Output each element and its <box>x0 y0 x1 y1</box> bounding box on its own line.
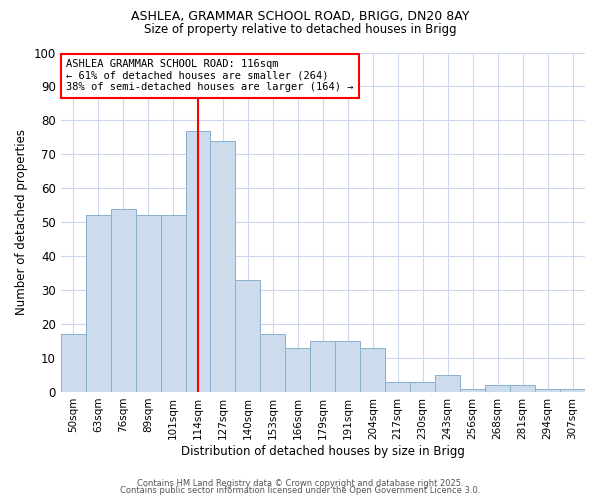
Bar <box>410 382 435 392</box>
Bar <box>560 388 585 392</box>
Bar <box>110 208 136 392</box>
Bar <box>460 388 485 392</box>
Bar <box>260 334 286 392</box>
Bar <box>485 385 510 392</box>
Bar <box>211 141 235 392</box>
Bar <box>535 388 560 392</box>
Bar <box>136 216 161 392</box>
Bar <box>435 375 460 392</box>
Bar <box>335 341 360 392</box>
Text: Contains HM Land Registry data © Crown copyright and database right 2025.: Contains HM Land Registry data © Crown c… <box>137 478 463 488</box>
Bar <box>510 385 535 392</box>
Bar <box>310 341 335 392</box>
Bar <box>61 334 86 392</box>
Text: ASHLEA, GRAMMAR SCHOOL ROAD, BRIGG, DN20 8AY: ASHLEA, GRAMMAR SCHOOL ROAD, BRIGG, DN20… <box>131 10 469 23</box>
Bar <box>360 348 385 392</box>
Bar <box>286 348 310 392</box>
Text: ASHLEA GRAMMAR SCHOOL ROAD: 116sqm
← 61% of detached houses are smaller (264)
38: ASHLEA GRAMMAR SCHOOL ROAD: 116sqm ← 61%… <box>66 60 353 92</box>
Bar <box>185 130 211 392</box>
Bar <box>385 382 410 392</box>
Bar <box>235 280 260 392</box>
X-axis label: Distribution of detached houses by size in Brigg: Distribution of detached houses by size … <box>181 444 465 458</box>
Bar <box>161 216 185 392</box>
Text: Size of property relative to detached houses in Brigg: Size of property relative to detached ho… <box>143 22 457 36</box>
Bar <box>86 216 110 392</box>
Y-axis label: Number of detached properties: Number of detached properties <box>15 129 28 315</box>
Text: Contains public sector information licensed under the Open Government Licence 3.: Contains public sector information licen… <box>120 486 480 495</box>
